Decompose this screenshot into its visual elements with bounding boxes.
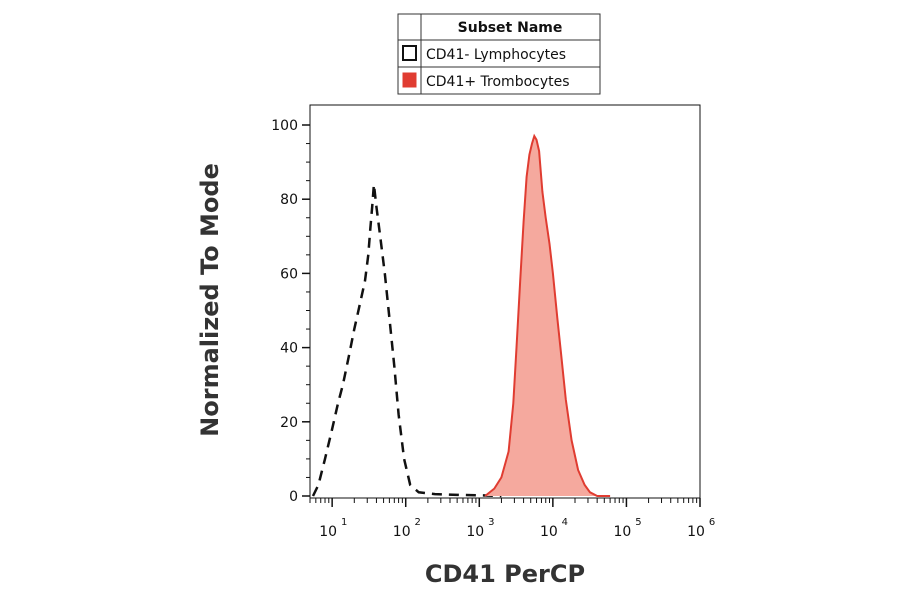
- x-tick-exponent: 1: [341, 517, 347, 528]
- x-tick-exponent: 3: [488, 517, 494, 528]
- series-line-cd41-trombocytes: [484, 133, 611, 497]
- x-tick-label: 10: [687, 524, 705, 540]
- series-area-cd41-trombocytes: [485, 136, 611, 496]
- y-tick-label: 20: [280, 415, 298, 431]
- y-tick-label: 100: [271, 118, 298, 134]
- x-tick-label: 10: [319, 524, 337, 540]
- legend-swatch-lymphocytes: [402, 45, 417, 61]
- y-axis-title: Normalized To Mode: [196, 163, 224, 437]
- y-tick-label: 80: [280, 192, 298, 208]
- x-tick-label: 10: [466, 524, 484, 540]
- plot-area: [309, 104, 701, 499]
- x-tick-exponent: 4: [562, 517, 568, 528]
- y-tick-label: 40: [280, 341, 298, 357]
- x-axis-title: CD41 PerCP: [425, 560, 585, 588]
- legend-box: [397, 13, 601, 95]
- x-tick-exponent: 5: [635, 517, 641, 528]
- series-line-cd41-lymphocytes: [311, 184, 502, 498]
- x-tick-exponent: 2: [415, 517, 421, 528]
- legend-header: Subset Name: [458, 20, 563, 36]
- x-tick-label: 10: [614, 524, 632, 540]
- legend: Subset Name CD41- Lymphocytes CD41+ Trom…: [397, 13, 601, 95]
- y-tick-label: 60: [280, 266, 298, 282]
- legend-label-trombocytes: CD41+ Trombocytes: [426, 74, 570, 90]
- series-layer: [311, 133, 611, 498]
- x-tick-label: 10: [393, 524, 411, 540]
- x-tick-exponent: 6: [709, 517, 715, 528]
- x-tick-label: 10: [540, 524, 558, 540]
- y-tick-label: 0: [289, 489, 298, 505]
- legend-swatch-trombocytes: [402, 72, 417, 88]
- y-axis: 0 20 40 60 80 100: [271, 118, 310, 505]
- legend-label-lymphocytes: CD41- Lymphocytes: [426, 47, 566, 63]
